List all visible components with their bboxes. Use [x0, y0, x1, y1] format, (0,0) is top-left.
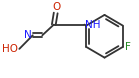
Text: N: N: [24, 30, 32, 40]
Text: HO: HO: [2, 44, 18, 54]
Text: F: F: [125, 42, 131, 52]
Text: NH: NH: [85, 20, 101, 30]
Text: O: O: [53, 2, 61, 12]
